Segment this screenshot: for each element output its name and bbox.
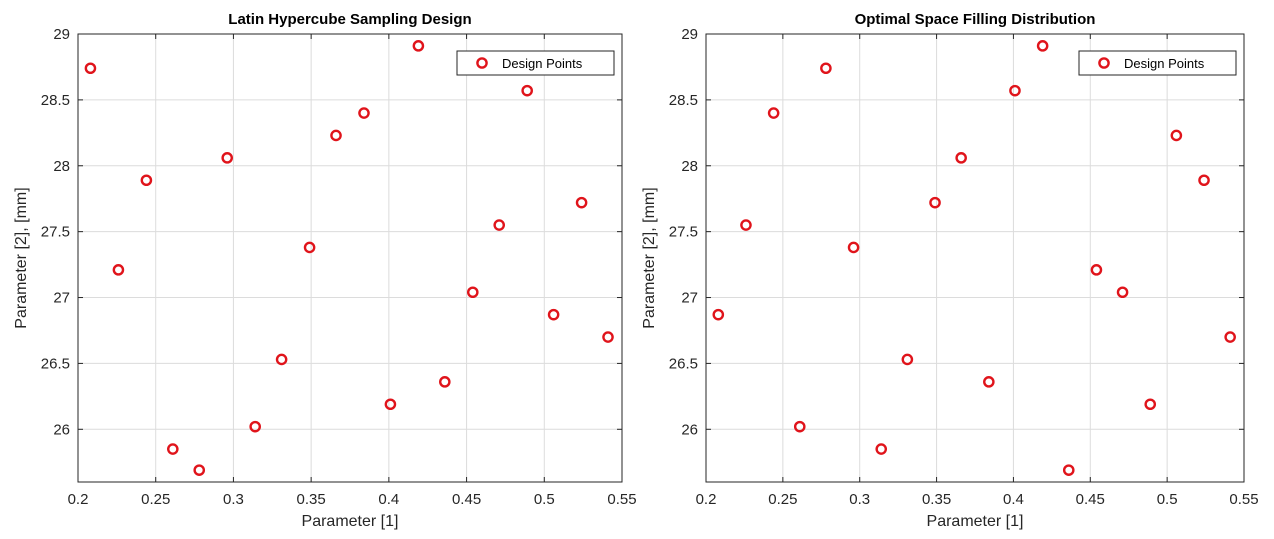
x-tick-label: 0.3 [223, 491, 244, 508]
y-tick-label: 26 [53, 421, 70, 438]
y-tick-label: 27 [681, 290, 698, 307]
y-tick-label: 27 [53, 290, 70, 307]
design-point [875, 443, 888, 455]
x-tick-label: 0.55 [607, 491, 636, 508]
design-point [439, 376, 451, 388]
design-point [112, 264, 125, 276]
x-tick-label: 0.4 [1003, 491, 1024, 508]
chart-title: Optimal Space Filling Distribution [855, 11, 1096, 28]
design-point [602, 331, 614, 343]
x-tick-label: 0.25 [141, 491, 170, 508]
x-tick-label: 0.55 [1229, 491, 1258, 508]
x-tick-label: 0.35 [922, 491, 951, 508]
design-point [1062, 464, 1075, 476]
design-point [547, 308, 560, 321]
y-tick-label: 28.5 [41, 92, 70, 109]
x-tick-label: 0.5 [534, 491, 555, 508]
design-point [712, 308, 725, 321]
design-point [740, 219, 752, 231]
y-axis-label: Parameter [2], [mm] [13, 187, 30, 328]
x-tick-label: 0.45 [452, 491, 481, 508]
design-point [493, 219, 506, 231]
design-point [358, 107, 370, 119]
legend-label: Design Points [502, 56, 583, 71]
y-tick-label: 27.5 [41, 224, 70, 241]
x-axis-label: Parameter [1] [302, 513, 399, 530]
design-point [929, 196, 941, 209]
design-point [330, 129, 342, 142]
y-tick-label: 26.5 [669, 355, 698, 372]
y-tick-label: 29 [53, 26, 70, 43]
y-tick-label: 29 [681, 26, 698, 43]
design-point [193, 464, 206, 476]
legend: Design Points [456, 50, 615, 76]
design-point [466, 286, 479, 299]
design-point [303, 241, 316, 254]
design-point [84, 62, 97, 75]
design-point [1116, 286, 1129, 299]
axes-frame [77, 33, 623, 483]
design-point [820, 62, 832, 75]
design-point [167, 443, 179, 455]
design-point [1144, 398, 1157, 411]
plot-area [78, 34, 622, 482]
design-point [1009, 84, 1021, 97]
legend-box [456, 50, 615, 76]
x-tick-label: 0.25 [768, 491, 797, 508]
design-point [955, 152, 967, 164]
design-point [249, 420, 261, 433]
x-tick-label: 0.4 [378, 491, 399, 508]
design-point [1036, 40, 1049, 52]
y-tick-label: 28.5 [669, 92, 698, 109]
x-axis-label: Parameter [1] [927, 513, 1024, 530]
design-point [384, 398, 397, 411]
design-point [1170, 129, 1183, 142]
legend-marker [1098, 57, 1110, 69]
design-point [140, 174, 153, 187]
design-point [983, 376, 995, 388]
x-tick-label: 0.3 [849, 491, 870, 508]
x-tick-label: 0.45 [1076, 491, 1105, 508]
design-point [275, 353, 288, 366]
y-tick-label: 26 [681, 421, 698, 438]
y-tick-label: 28 [681, 158, 698, 175]
x-tick-label: 0.5 [1157, 491, 1178, 508]
chart-panel-1: 0.2 0.25 0.3 0.35 0.4 0.45 0.5 0.55 26 26.5 27 27.5… [13, 11, 637, 530]
legend-label: Design Points [1124, 56, 1205, 71]
x-tick-label: 0.35 [297, 491, 326, 508]
y-tick-label: 28 [53, 158, 70, 175]
x-tick-label: 0.2 [696, 491, 717, 508]
plot-area [706, 34, 1244, 482]
design-point [1090, 264, 1103, 276]
design-point [221, 152, 234, 164]
design-point [767, 107, 780, 119]
y-axis-label: Parameter [2], [mm] [641, 187, 658, 328]
legend-box [1078, 50, 1237, 76]
y-tick-label: 26.5 [41, 355, 70, 372]
design-point [847, 241, 860, 254]
design-point [521, 84, 533, 97]
legend-marker [476, 57, 488, 69]
y-tick-label: 27.5 [669, 224, 698, 241]
design-point [412, 40, 425, 52]
chart-panel-2: 0.2 0.25 0.3 0.35 0.4 0.45 0.5 0.55 26 26.5 27 27.5… [641, 11, 1259, 530]
x-tick-label: 0.2 [68, 491, 89, 508]
design-point [575, 196, 588, 209]
chart-title: Latin Hypercube Sampling Design [228, 11, 471, 28]
design-point [793, 420, 806, 433]
axes-frame [705, 33, 1245, 483]
design-point [901, 353, 914, 366]
design-point [1198, 174, 1210, 187]
design-point [1224, 331, 1236, 343]
legend: Design Points [1078, 50, 1237, 76]
